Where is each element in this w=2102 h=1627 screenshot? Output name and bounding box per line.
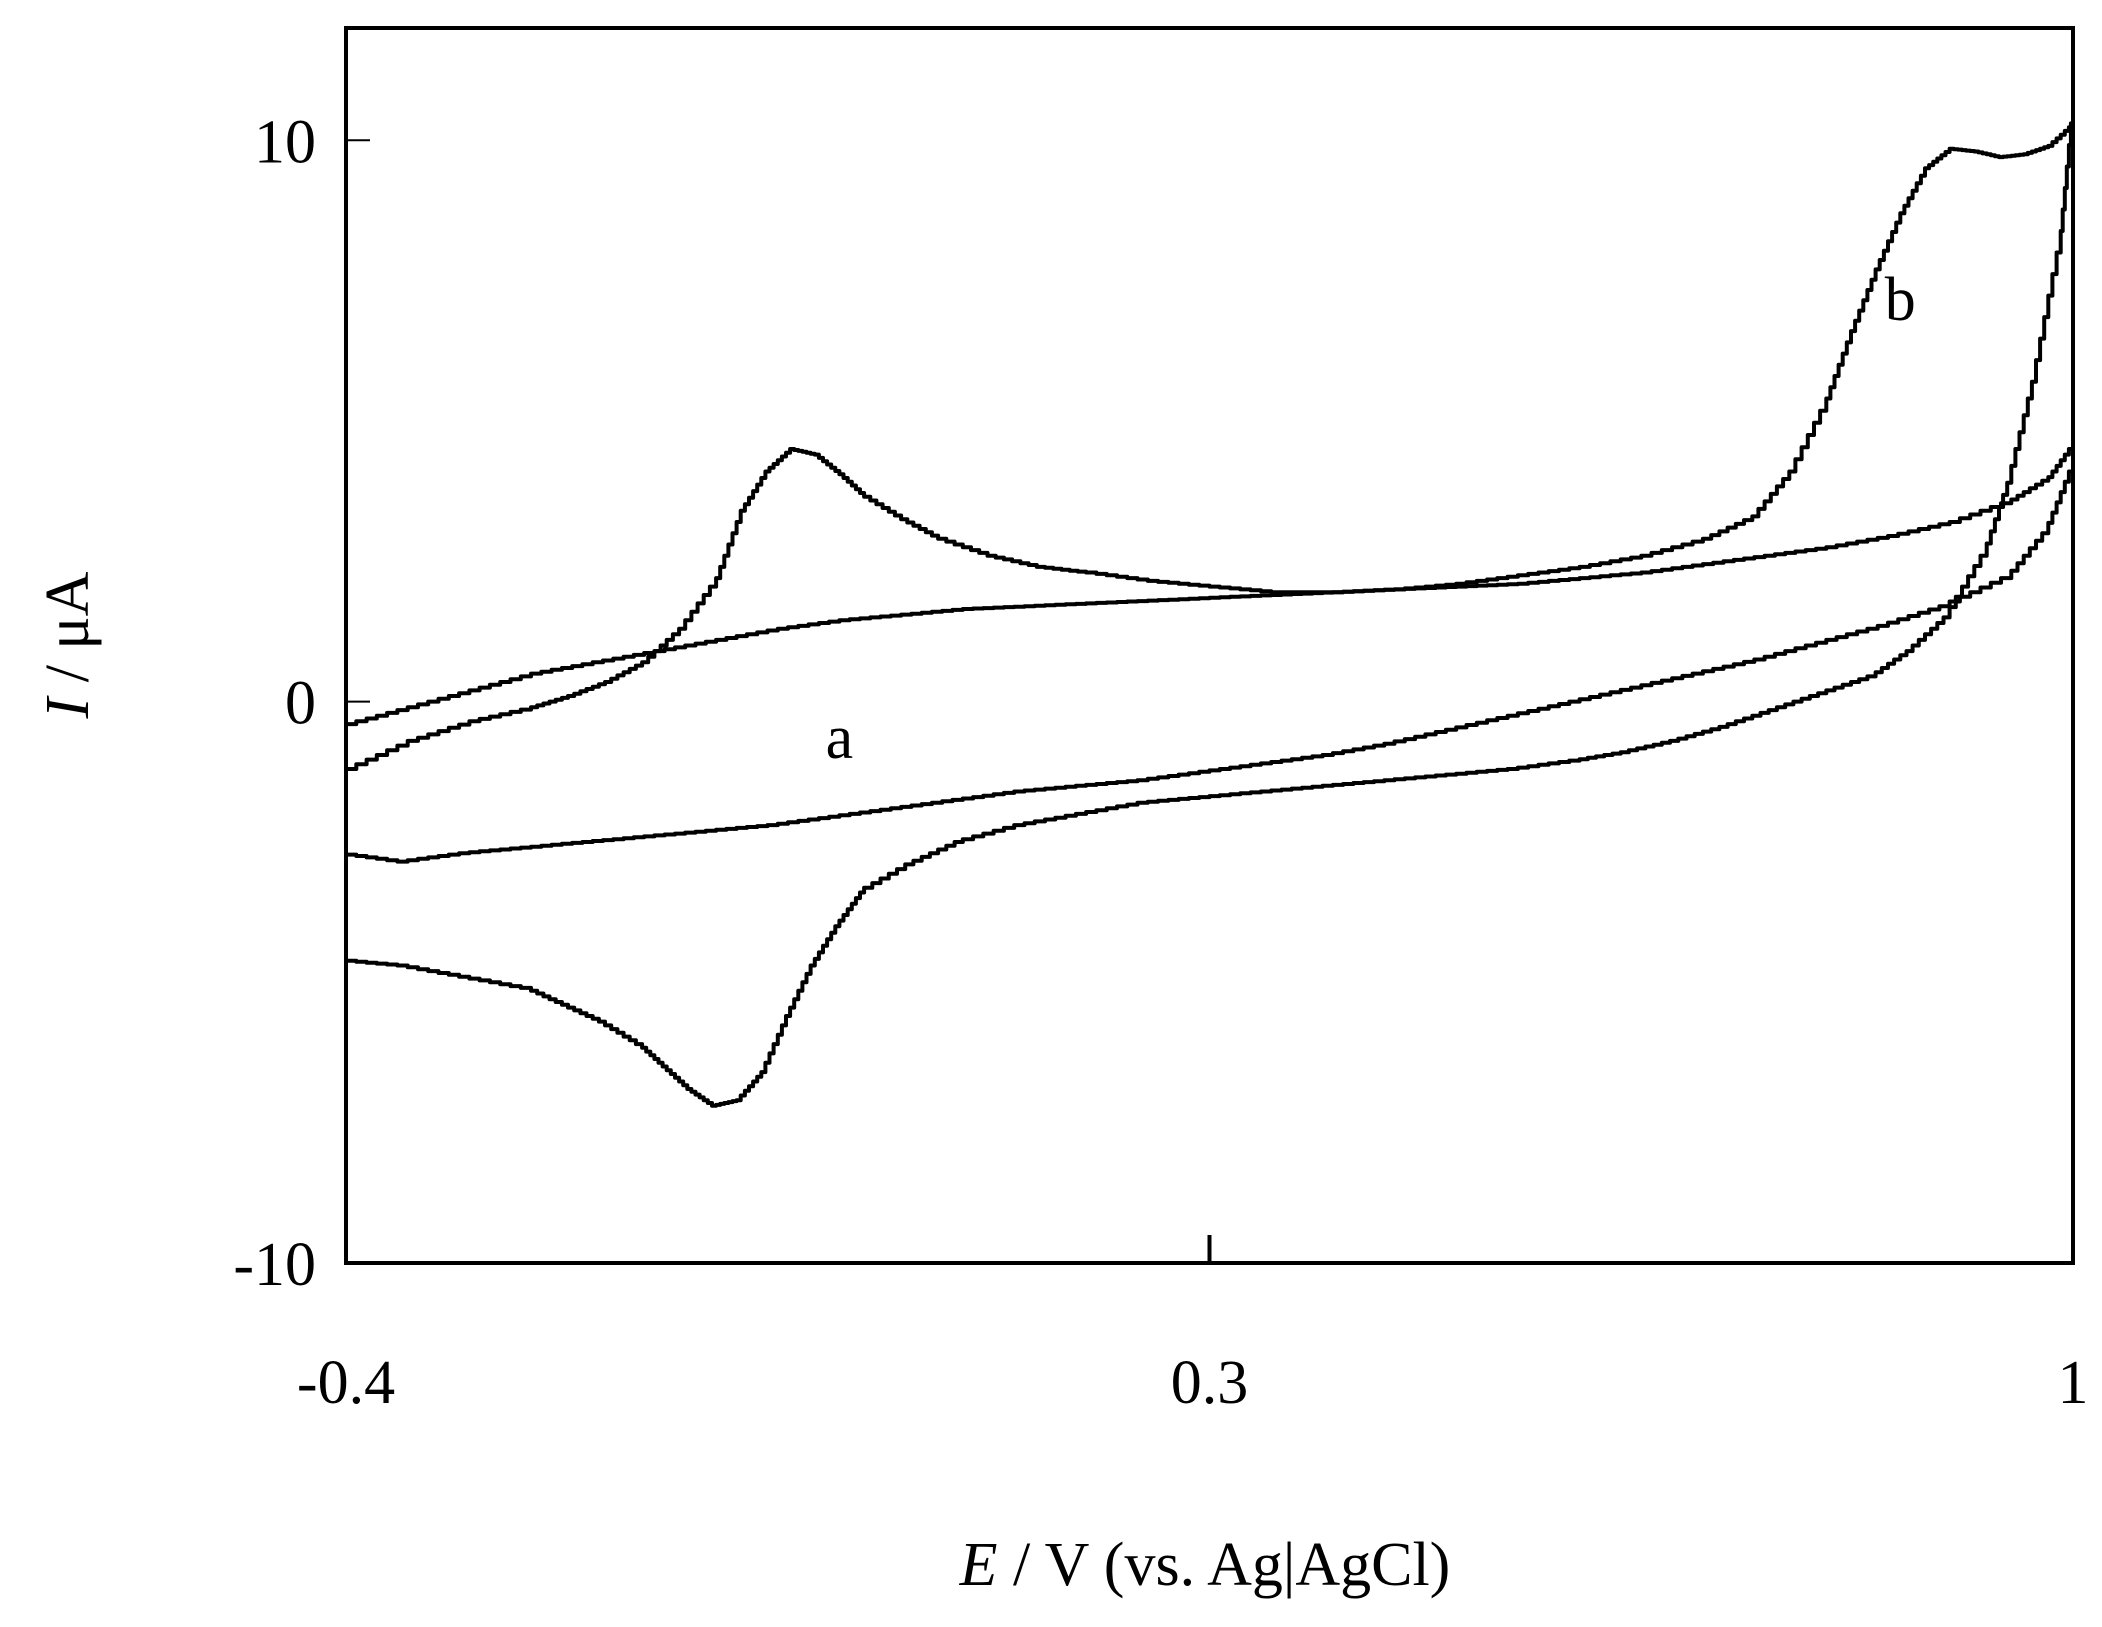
x-axis-ticks: -0.4 0.3 1 — [297, 1235, 2089, 1417]
x-tick-label: 0.3 — [1171, 1349, 1249, 1417]
y-tick-label: 10 — [254, 108, 316, 176]
x-axis-label: E / V (vs. Ag|AgCl) — [959, 1531, 1451, 1599]
x-axis-symbol: E — [959, 1531, 998, 1599]
y-axis-unit: / μA — [34, 571, 102, 697]
x-tick-label: -0.4 — [297, 1349, 395, 1417]
x-tick-label: 1 — [2058, 1349, 2089, 1417]
series-label-b: b — [1885, 266, 1916, 334]
series-layer: ab — [344, 121, 2075, 1108]
series-line-a — [344, 441, 2075, 864]
y-axis-label: I / μA — [34, 571, 102, 719]
y-tick-label: 0 — [285, 670, 316, 738]
y-axis-symbol: I — [34, 694, 102, 719]
y-axis-ticks: 10 0 -10 — [233, 108, 370, 1299]
series-line-b — [344, 121, 2075, 1108]
y-tick-label: -10 — [233, 1231, 316, 1299]
x-axis-unit: / V (vs. Ag|AgCl) — [998, 1531, 1451, 1599]
series-label-a: a — [826, 704, 854, 772]
